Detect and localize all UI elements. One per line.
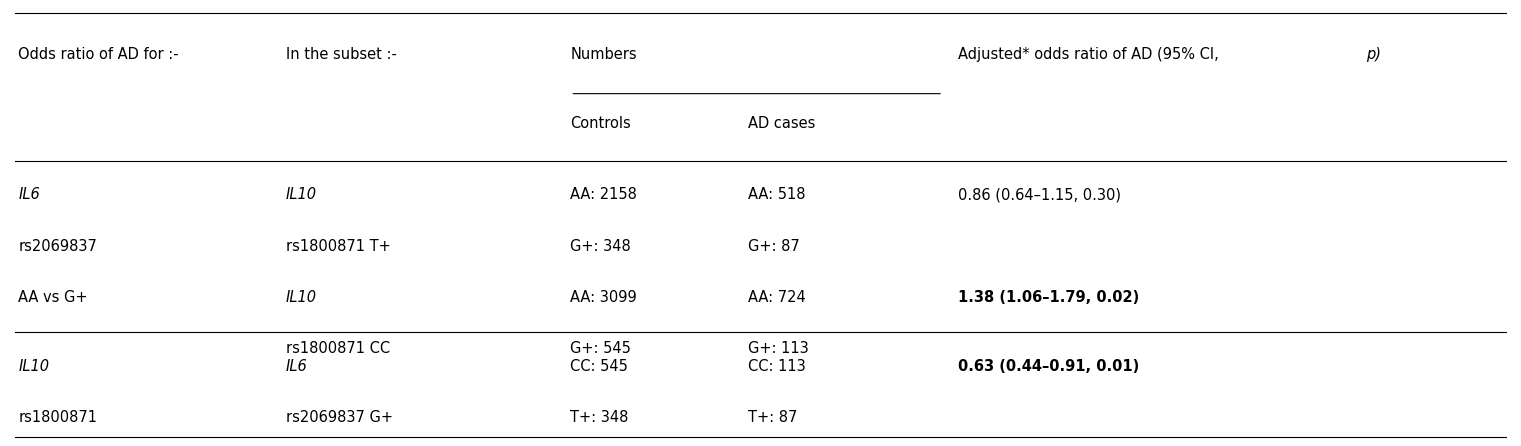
Text: IL10: IL10 [286,187,316,202]
Text: rs1800871 T+: rs1800871 T+ [286,239,391,254]
Text: T+: 348: T+: 348 [570,410,628,425]
Text: 0.63 (0.44–0.91, 0.01): 0.63 (0.44–0.91, 0.01) [958,359,1139,374]
Text: IL10: IL10 [18,359,49,374]
Text: In the subset :-: In the subset :- [286,47,397,62]
Text: AD cases: AD cases [748,116,815,131]
Text: AA: 518: AA: 518 [748,187,806,202]
Text: AA vs G+: AA vs G+ [18,290,88,305]
Text: Controls: Controls [570,116,631,131]
Text: G+: 348: G+: 348 [570,239,631,254]
Text: Odds ratio of AD for :-: Odds ratio of AD for :- [18,47,179,62]
Text: 0.86 (0.64–1.15, 0.30): 0.86 (0.64–1.15, 0.30) [958,187,1121,202]
Text: IL6: IL6 [18,187,40,202]
Text: AA: 2158: AA: 2158 [570,187,637,202]
Text: rs1800871 CC: rs1800871 CC [286,341,389,356]
Text: CC: 113: CC: 113 [748,359,806,374]
Text: G+: 87: G+: 87 [748,239,800,254]
Text: G+: 113: G+: 113 [748,341,809,356]
Text: Adjusted* odds ratio of AD (95% CI,: Adjusted* odds ratio of AD (95% CI, [958,47,1223,62]
Text: p): p) [1366,47,1381,62]
Text: AA: 724: AA: 724 [748,290,806,305]
Text: G+: 545: G+: 545 [570,341,631,356]
Text: T+: 87: T+: 87 [748,410,797,425]
Text: CC: 545: CC: 545 [570,359,628,374]
Text: AA: 3099: AA: 3099 [570,290,637,305]
Text: IL6: IL6 [286,359,307,374]
Text: Numbers: Numbers [570,47,637,62]
Text: rs1800871: rs1800871 [18,410,97,425]
Text: 1.38 (1.06–1.79, 0.02): 1.38 (1.06–1.79, 0.02) [958,290,1139,305]
Text: rs2069837: rs2069837 [18,239,97,254]
Text: rs2069837 G+: rs2069837 G+ [286,410,392,425]
Text: IL10: IL10 [286,290,316,305]
